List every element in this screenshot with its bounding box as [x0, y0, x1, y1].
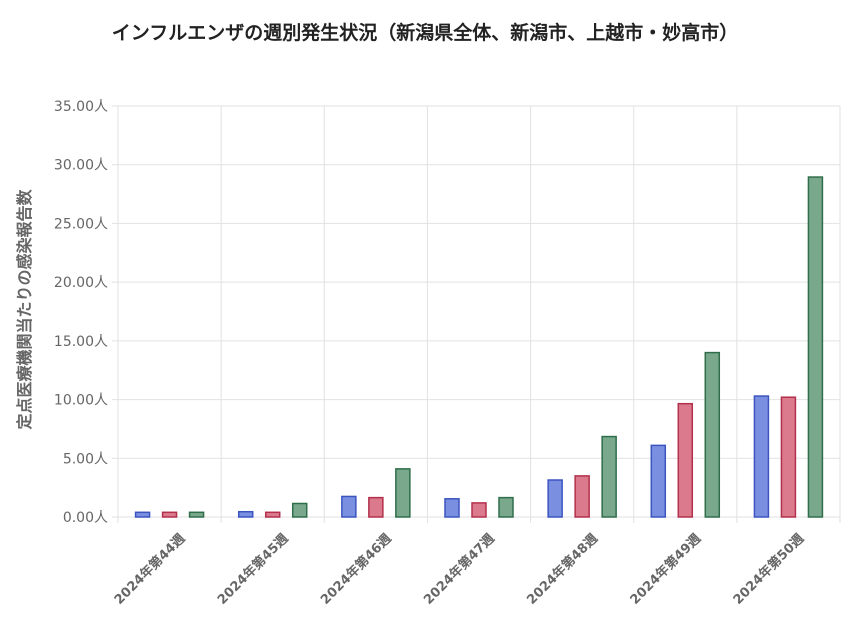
bar-series2[interactable] [574, 475, 590, 518]
y-tick-label: 20.00人 [54, 275, 108, 291]
ticks: 0.00人 5.00人 10.00人 15.00人 20.00人 25.00人 30.00人… [54, 99, 807, 608]
y-tick-label: 15.00人 [54, 334, 108, 350]
y-tick-label: 35.00人 [54, 99, 108, 115]
bar-series1[interactable] [134, 511, 151, 518]
grid [112, 105, 841, 523]
bar-series1[interactable] [650, 444, 667, 518]
chart-title: インフルエンザの週別発生状況（新潟県全体、新潟市、上越市・妙高市） [111, 22, 739, 44]
x-tick-label: 2024年第45週 [214, 531, 291, 608]
bar-series2[interactable] [677, 402, 694, 518]
bar-series2[interactable] [161, 511, 178, 518]
bar-series3[interactable] [704, 351, 721, 518]
bar-series3[interactable] [395, 468, 411, 518]
bar-series1[interactable] [753, 395, 770, 518]
bar-series1[interactable] [444, 498, 460, 518]
y-tick-label: 0.00人 [63, 510, 108, 526]
bar-series3[interactable] [188, 511, 205, 518]
x-tick-label: 2024年第47週 [421, 531, 498, 608]
x-tick-label: 2024年第46週 [317, 531, 394, 608]
x-tick-label: 2024年第49週 [627, 531, 704, 608]
bar-series3[interactable] [291, 502, 308, 518]
y-tick-label: 30.00人 [54, 158, 108, 174]
bar-series2[interactable] [264, 511, 281, 518]
bar-series1[interactable] [341, 495, 357, 518]
bar-series3[interactable] [601, 435, 617, 518]
bar-series3[interactable] [498, 496, 514, 518]
x-tick-label: 2024年第44週 [111, 531, 188, 608]
bar-series2[interactable] [368, 496, 384, 518]
y-axis-label: 定点医療機関当たりの感染報告数 [15, 189, 34, 431]
x-tick-label: 2024年第48週 [524, 531, 601, 608]
x-tick-label: 2024年第50週 [730, 531, 807, 608]
y-tick-label: 5.00人 [63, 451, 108, 467]
bar-series1[interactable] [237, 510, 254, 518]
y-tick-label: 25.00人 [54, 216, 108, 232]
bar-series1[interactable] [547, 479, 563, 518]
bar-series2[interactable] [780, 396, 797, 518]
bar-series3[interactable] [807, 176, 824, 518]
bar-series2[interactable] [471, 502, 487, 518]
y-tick-label: 10.00人 [54, 393, 108, 409]
bars [134, 176, 824, 518]
